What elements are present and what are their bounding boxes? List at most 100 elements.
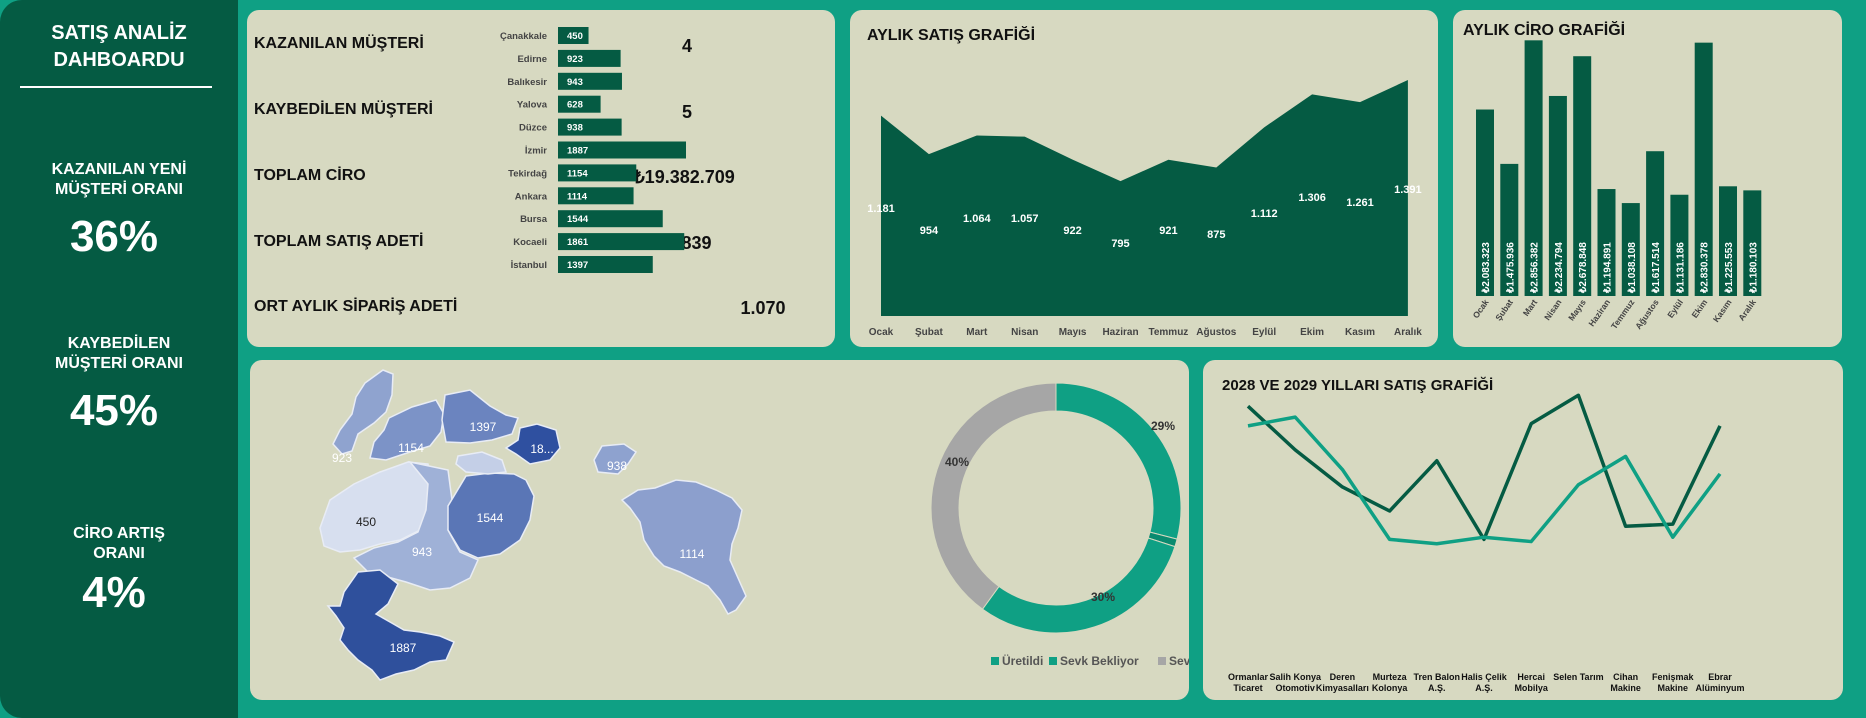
revenue-bar-value-label: ₺1.194.891 [1603, 242, 1614, 294]
sales-data-label: 1.391 [1394, 184, 1422, 196]
revenue-bar [1573, 56, 1592, 297]
donut-slice-label: 29% [1151, 419, 1175, 433]
map-donut-panel: 450 943 1544 923 1154 1397 18... 938 1114 1887 29… [250, 360, 1189, 700]
city-tick-label: Çanakkale [500, 31, 547, 42]
revenue-bar [1743, 190, 1762, 296]
donut-slice-label: 30% [1091, 590, 1115, 604]
line-series-2 [1247, 415, 1722, 546]
yearly-sales-panel: 2028 VE 2029 YILLARI SATIŞ GRAFİĞİ Orman… [1203, 360, 1843, 700]
monthly-sales-title: AYLIK SATIŞ GRAFİĞİ [867, 27, 1036, 44]
city-bar [558, 164, 637, 182]
revenue-bar [1476, 109, 1494, 296]
city-sales-bar-chart: Çanakkale 450 Edirne 923 Balıkesir 943 Yalova 6… [500, 27, 686, 273]
city-bar-value-label: 1544 [567, 214, 589, 225]
month-tick-label: Temmuz [1148, 327, 1188, 338]
monthly-revenue-bar-chart: ₺2.083.323 Ocak ₺1.475.936 Şubat ₺2.856.382 M… [1471, 40, 1762, 331]
month-tick-label: Mart [966, 327, 988, 338]
city-bar-value-label: 1397 [567, 260, 588, 271]
sales-data-label: 1.306 [1298, 192, 1326, 204]
revenue-month-tick-label: Aralık [1736, 297, 1758, 322]
company-tick-label: Tren Balon A.Ş. [1414, 672, 1461, 693]
city-bar-value-label: 923 [567, 54, 583, 65]
sales-data-label: 921 [1159, 225, 1177, 237]
company-tick-label: Halis Çelik A.Ş. [1461, 672, 1508, 693]
city-bar-value-label: 1114 [567, 191, 588, 202]
sales-data-label: 1.261 [1346, 197, 1374, 209]
total-revenue-label: TOPLAM CİRO [254, 167, 366, 184]
city-tick-label: Bursa [520, 214, 548, 225]
city-tick-label: İstanbul [511, 260, 547, 271]
city-bar [558, 187, 634, 205]
city-bar [558, 49, 621, 67]
revenue-bar [1670, 194, 1689, 296]
sales-data-label: 875 [1207, 229, 1225, 241]
sales-data-label: 1.181 [867, 203, 895, 215]
map-region-label: 1544 [477, 511, 504, 525]
map-region-kocaeli [504, 423, 561, 465]
donut-slice-sevk-edildi [930, 382, 1057, 610]
city-bar [558, 141, 686, 159]
city-tick-label: İzmir [525, 146, 547, 157]
monthly-sales-area-chart: 1.181 Ocak 954 Şubat 1.064 Mart 1.057 Nisan 922 M… [867, 80, 1422, 338]
kpi-label-revenue-growth: CİRO ARTIŞ ORANI [73, 525, 165, 562]
revenue-month-tick-label: Ağustos [1633, 297, 1661, 331]
sales-data-label: 1.057 [1011, 213, 1039, 225]
avg-monthly-orders-label: ORT AYLIK SİPARİŞ ADETİ [254, 298, 458, 315]
map-region-label: 1154 [398, 441, 424, 455]
company-tick-label: Salih Konya Otomotiv [1269, 672, 1322, 693]
total-sales-count-label: TOPLAM SATIŞ ADETİ [254, 233, 424, 250]
month-tick-label: Ağustos [1196, 327, 1236, 338]
revenue-month-tick-label: Mayıs [1566, 297, 1588, 322]
month-tick-label: Şubat [915, 327, 943, 338]
donut-slice-label: 40% [945, 455, 969, 469]
company-tick-label: Fenişmak Makine [1652, 672, 1695, 693]
revenue-bar-value-label: ₺2.856.382 [1530, 242, 1541, 294]
map-region-i̇zmir [326, 569, 455, 681]
map-region-label: 1887 [390, 641, 417, 655]
sidebar: SATIŞ ANALİZ DAHBOARDU KAZANILAN YENİ MÜ… [0, 0, 238, 718]
revenue-month-tick-label: Mart [1521, 297, 1540, 318]
donut-slice-üretildi [1055, 382, 1182, 540]
map-region-label: 943 [412, 545, 432, 559]
status-donut-chart: 29% 30% 40% Üretildi Sevk Bekliyor Sevk Edild… [930, 382, 1189, 668]
sales-data-label: 1.112 [1251, 208, 1278, 220]
revenue-bar [1719, 186, 1737, 296]
map-region-label: 1397 [470, 420, 497, 434]
legend-swatch [991, 657, 999, 665]
title-divider [20, 86, 212, 88]
city-tick-label: Balıkesir [507, 77, 547, 88]
kpi-label-new-customer-rate: KAZANILAN YENİ MÜŞTERİ ORANI [51, 161, 187, 198]
company-tick-label: Ormanlar Ticaret [1228, 672, 1269, 693]
revenue-bar [1597, 189, 1616, 296]
city-bar [558, 233, 685, 251]
map-region-ankara [620, 479, 747, 615]
map-region-label: 18... [530, 442, 553, 456]
donut-slice-sevk-bekliyor [981, 537, 1176, 634]
revenue-bar [1694, 42, 1713, 297]
revenue-month-tick-label: Ocak [1471, 297, 1491, 320]
sales-data-label: 954 [920, 225, 939, 237]
kpi-value-lost-customer-rate: 45% [69, 386, 159, 435]
city-tick-label: Düzce [519, 123, 547, 134]
revenue-bar-value-label: ₺1.180.103 [1748, 242, 1759, 294]
legend-label: Sevk Bekliyor [1060, 654, 1139, 668]
city-bar [558, 210, 663, 228]
revenue-bar [1621, 203, 1640, 296]
revenue-bar-value-label: ₺2.678.848 [1578, 242, 1589, 294]
sales-data-label: 1.064 [963, 213, 991, 225]
city-bar-value-label: 1154 [567, 168, 588, 179]
legend-label: Üretildi [1002, 653, 1043, 668]
company-tick-label: Deren Kimyasalları [1316, 672, 1369, 693]
company-tick-label: Hercai Mobilya [1514, 672, 1548, 693]
city-bar [558, 72, 622, 90]
month-tick-label: Kasım [1345, 327, 1375, 338]
revenue-bar [1548, 95, 1567, 296]
won-customers-label: KAZANILAN MÜŞTERİ [254, 35, 424, 52]
month-tick-label: Eylül [1252, 327, 1276, 338]
city-bar-value-label: 1861 [567, 237, 589, 248]
city-bar [558, 27, 589, 44]
map-region-i̇stanbul [441, 389, 519, 444]
revenue-month-tick-label: Ekim [1689, 297, 1709, 320]
map-region-tekirdağ [369, 399, 445, 461]
month-tick-label: Ekim [1300, 327, 1324, 338]
